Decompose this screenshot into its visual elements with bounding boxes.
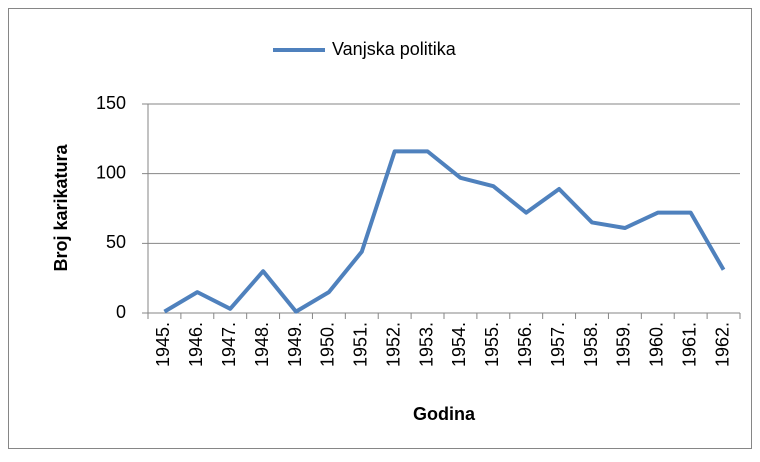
y-tick-label: 100 (96, 162, 126, 182)
x-tick-label: 1949. (285, 322, 305, 367)
x-tick-label: 1952. (383, 322, 403, 367)
series-line (163, 149, 726, 314)
x-axis-title: Godina (413, 404, 476, 424)
x-tick-label: 1945. (153, 322, 173, 367)
x-tick-label: 1947. (219, 322, 239, 367)
x-tick-label: 1957. (548, 322, 568, 367)
x-tick-label: 1951. (351, 322, 371, 367)
legend-label: Vanjska politika (332, 39, 457, 59)
x-tick-label: 1946. (186, 322, 206, 367)
y-tick-label: 0 (116, 302, 126, 322)
x-tick-label: 1960. (647, 322, 667, 367)
y-axis-title: Broj karikatura (51, 143, 71, 271)
y-tick-label: 150 (96, 93, 126, 113)
chart-frame (8, 8, 752, 449)
x-tick-label: 1956. (515, 322, 535, 367)
x-tick-label: 1950. (318, 322, 338, 367)
x-tick-label: 1962. (712, 322, 732, 367)
x-tick-label: 1959. (614, 322, 634, 367)
x-tick-label: 1958. (581, 322, 601, 367)
x-tick-label: 1953. (416, 322, 436, 367)
y-tick-label: 50 (106, 232, 126, 252)
x-tick-label: 1948. (252, 322, 272, 367)
x-tick-label: 1961. (679, 322, 699, 367)
x-tick-label: 1955. (482, 322, 502, 367)
x-tick-label: 1954. (449, 322, 469, 367)
